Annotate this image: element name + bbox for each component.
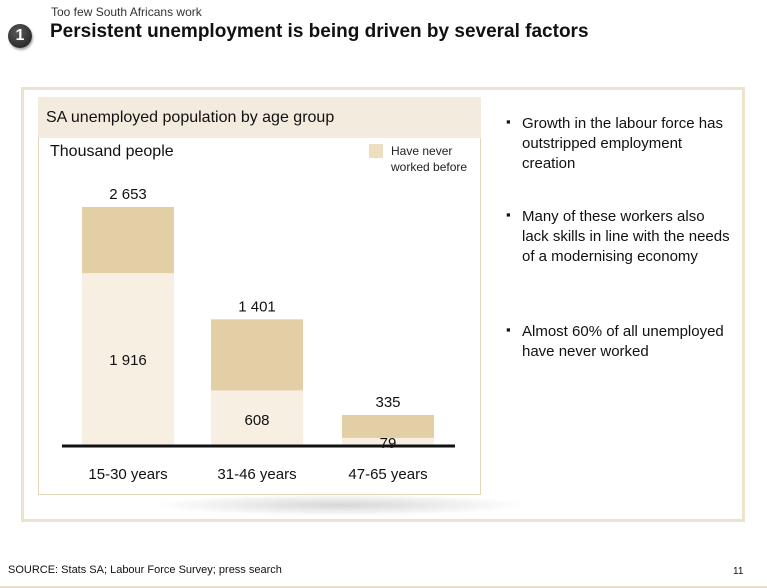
bullet-mark: ▪ [506, 114, 511, 129]
section-number-badge: 1 [8, 24, 32, 48]
legend-swatch [369, 144, 383, 158]
base-value-label: 79 [380, 435, 397, 452]
source-note: SOURCE: Stats SA; Labour Force Survey; p… [8, 564, 282, 576]
base-value-label: 608 [244, 412, 269, 429]
chart-subtitle: Thousand people [50, 143, 174, 160]
category-label: 15-30 years [88, 466, 167, 483]
bar-segment-base [82, 273, 174, 445]
page-title: Persistent unemployment is being driven … [50, 21, 589, 42]
legend-label: Have never worked before [391, 144, 468, 174]
bar-segment-never-worked [342, 414, 434, 438]
kicker: Too few South Africans work [51, 5, 202, 19]
bar-segment-base [211, 390, 303, 445]
chart-title: SA unemployed population by age group [46, 109, 335, 126]
total-label: 1 401 [238, 298, 276, 315]
page-number: 11 [733, 566, 744, 577]
bar-segment-never-worked [211, 319, 303, 391]
bullet-text: Many of these workers also lack skills i… [522, 208, 730, 265]
frame-shadow [150, 494, 530, 516]
category-label: 47-65 years [348, 466, 427, 483]
category-label: 31-46 years [217, 466, 296, 483]
base-value-label: 1 916 [109, 352, 147, 369]
bottom-rule [0, 586, 767, 588]
bullet-text: Growth in the labour force has outstripp… [522, 115, 723, 172]
bullet-mark: ▪ [506, 207, 511, 222]
chart-header-band [38, 97, 481, 138]
bullet-mark: ▪ [506, 322, 511, 337]
bar-segment-base [342, 437, 434, 445]
bar-segment-never-worked [82, 207, 174, 274]
total-label: 335 [375, 394, 400, 411]
total-label: 2 653 [109, 186, 147, 203]
bullet-text: Almost 60% of all unemployed have never … [522, 323, 724, 360]
